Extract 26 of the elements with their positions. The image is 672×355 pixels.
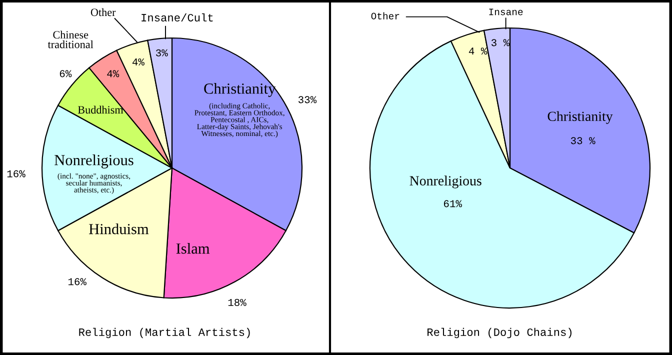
slice-label: Buddhism xyxy=(78,106,124,114)
data-label: 4% xyxy=(132,58,144,66)
slice-label: Insane xyxy=(489,8,523,16)
slice-label: Nonreligious xyxy=(410,176,482,188)
slice-label: Chinese traditional xyxy=(48,30,94,48)
slice-label: Christianity xyxy=(548,111,613,124)
data-label: 6% xyxy=(60,70,72,78)
data-label: 4% xyxy=(107,70,120,78)
data-label: 4 % xyxy=(468,48,488,55)
data-label: 3% xyxy=(156,49,168,56)
data-label: 16% xyxy=(7,170,26,178)
data-label: 16% xyxy=(68,278,86,286)
data-label: 61% xyxy=(444,200,462,208)
slice-label: Insane/Cult xyxy=(142,13,213,22)
slice-label: Nonreligious xyxy=(54,154,134,168)
slice-label: Other xyxy=(371,12,400,20)
slice-label: Hinduism xyxy=(89,223,149,234)
text: Religion (Martial Artists) xyxy=(79,328,250,338)
slice-label: Islam xyxy=(176,242,210,254)
data-label: 3 % xyxy=(491,39,510,46)
data-label: 18% xyxy=(228,298,246,306)
data-label: 33% xyxy=(298,96,317,104)
slice-label: Other xyxy=(90,8,116,16)
data-label: 33 % xyxy=(570,137,596,144)
text: Religion (Dojo Chains) xyxy=(428,328,572,338)
slice-label: Christianity xyxy=(204,83,276,97)
